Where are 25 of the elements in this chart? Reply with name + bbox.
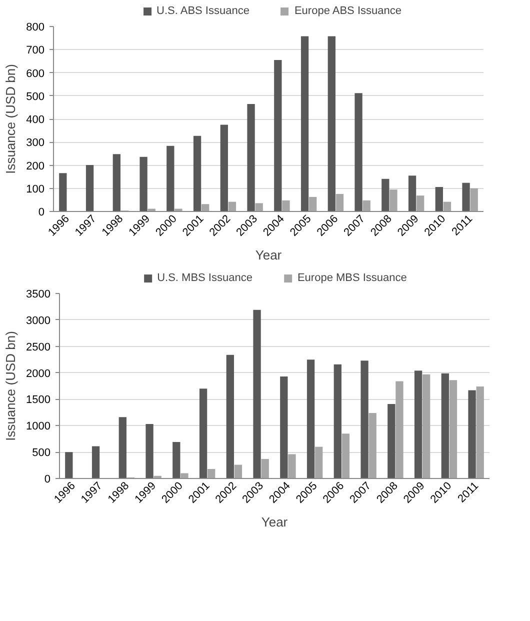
legend-label: Europe ABS Issuance [294, 5, 402, 17]
y-tick-label: 3500 [26, 288, 51, 300]
y-tick-label: 2500 [26, 341, 51, 354]
y-tick-label: 100 [26, 183, 45, 196]
legend-label: U.S. ABS Issuance [156, 5, 250, 17]
y-tick-label: 500 [26, 90, 45, 103]
legend-label: Europe MBS Issuance [297, 272, 407, 284]
y-tick-label: 1500 [26, 394, 51, 406]
y-tick-label: 1000 [26, 420, 51, 433]
y-tick-label: 0 [44, 474, 51, 486]
y-tick-label: 600 [26, 68, 45, 80]
y-tick-label: 700 [26, 44, 45, 57]
x-axis-title: Year [261, 514, 288, 530]
y-tick-label: 400 [26, 114, 45, 126]
y-axis-title: Issuance (USD bn) [3, 331, 18, 441]
y-axis-title: Issuance (USD bn) [3, 64, 18, 174]
legend-label: U.S. MBS Issuance [157, 272, 252, 284]
y-tick-label: 2000 [26, 368, 51, 380]
y-tick-label: 0 [38, 206, 45, 218]
y-tick-label: 500 [32, 447, 51, 460]
y-tick-label: 300 [26, 137, 45, 150]
y-tick-label: 200 [26, 160, 45, 172]
y-tick-label: 3000 [26, 314, 51, 327]
y-tick-label: 800 [26, 22, 45, 34]
x-axis-title: Year [255, 247, 282, 262]
